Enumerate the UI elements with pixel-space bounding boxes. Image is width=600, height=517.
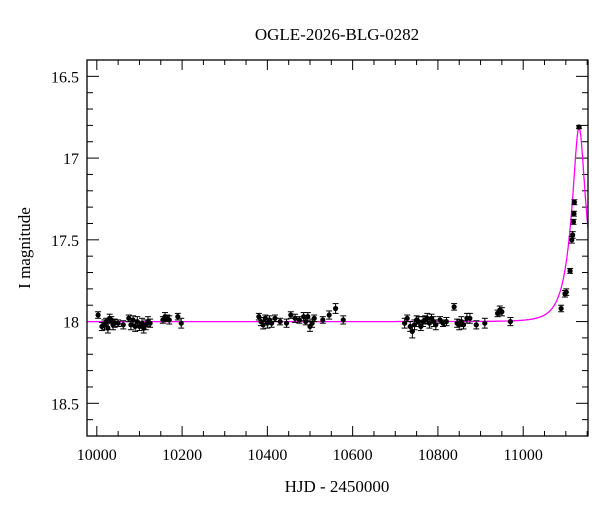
data-point [481,317,488,329]
point-marker [451,304,457,310]
chart-title: OGLE-2026-BLG-0282 [255,25,419,44]
point-marker [499,309,505,315]
data-point [332,303,339,314]
point-marker [571,211,577,217]
point-marker [332,305,339,312]
data-point [443,316,450,327]
data-point [120,320,127,330]
point-marker [305,314,311,320]
data-point [451,303,458,311]
data-point [473,320,480,330]
point-marker [404,315,410,321]
y-axis-label: I magnitude [15,207,34,289]
x-tick-label: 10200 [162,447,202,464]
point-marker [105,325,111,331]
plot-frame [86,59,589,437]
point-marker [467,315,473,321]
model-curve [87,126,589,323]
data-point [287,311,294,319]
y-tick-label: 17.5 [51,233,79,250]
data-point [570,218,577,225]
data-point [466,312,473,324]
data-point [563,288,570,296]
point-marker [166,317,172,323]
data-point [319,316,326,324]
data-point [166,315,173,325]
point-marker [563,289,569,295]
data-point [178,317,185,329]
x-axis-label: HJD - 2450000 [285,477,390,496]
data-point [340,315,347,325]
data-point [95,311,102,319]
data-point [272,314,279,323]
point-marker [443,318,450,325]
point-marker [571,199,577,205]
point-marker [473,322,479,328]
data-point [558,304,565,313]
data-point [567,267,574,274]
data-point [404,314,411,323]
point-marker [570,219,577,225]
point-marker [326,312,332,318]
data-point [174,312,181,321]
y-tick-label: 18 [63,315,79,332]
data-point [571,199,578,206]
data-point [576,124,583,130]
data-point [277,317,284,326]
point-marker [311,315,317,321]
point-marker [576,124,582,130]
data-point [569,231,576,239]
point-marker [340,317,346,323]
point-marker [277,318,283,325]
point-marker [570,232,576,238]
point-marker [272,315,278,321]
x-tick-label: 10400 [247,447,287,464]
point-marker [288,312,294,318]
y-tick-label: 16.5 [51,69,79,86]
point-marker [296,317,302,323]
x-tick-label: 10000 [77,447,117,464]
point-marker [482,320,488,326]
point-marker [567,268,573,274]
point-marker [95,312,101,318]
data-point [507,316,514,327]
point-marker [260,322,266,328]
x-tick-label: 10600 [333,447,373,464]
data-point [283,318,290,328]
data-point [147,318,154,328]
point-marker [507,318,513,325]
point-marker [115,320,121,326]
y-tick-label: 17 [63,151,79,168]
point-marker [558,305,564,312]
point-marker [283,320,290,326]
data-point [311,314,318,323]
point-marker [147,320,153,326]
point-marker [120,322,126,328]
data-point [570,210,577,217]
data-point [326,310,333,320]
x-tick-label: 11000 [503,447,542,464]
data-point [104,322,111,334]
data-point [498,307,505,317]
y-tick-label: 18.5 [51,396,79,413]
data-point [304,312,311,322]
x-tick-label: 10800 [418,447,458,464]
point-marker [178,320,184,326]
data-point [115,319,122,327]
point-marker [320,317,326,323]
